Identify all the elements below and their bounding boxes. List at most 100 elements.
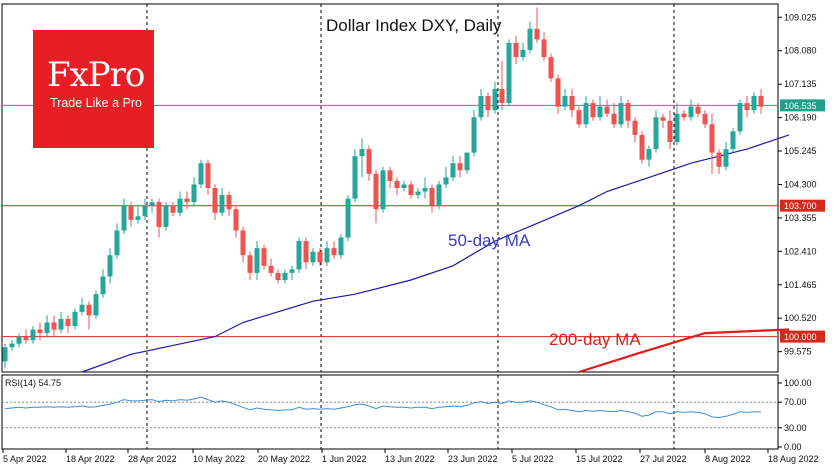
candle-body xyxy=(261,248,267,266)
candle-body xyxy=(254,248,260,273)
candle-body xyxy=(331,248,337,256)
candle-body xyxy=(205,163,211,188)
candle-body xyxy=(275,272,281,280)
candle-body xyxy=(100,276,106,295)
candle-body xyxy=(352,156,358,199)
candle-body xyxy=(555,78,561,107)
candle-body xyxy=(359,149,365,157)
candle-body xyxy=(212,188,218,213)
candle-body xyxy=(86,304,92,316)
x-tick-label: 5 Apr 2022 xyxy=(3,454,47,464)
candle-body xyxy=(632,120,638,135)
candle-body xyxy=(723,149,729,167)
candle-body xyxy=(51,322,57,330)
candle-body xyxy=(520,50,526,58)
y-tick-label: 104.300 xyxy=(784,179,817,189)
x-tick-label: 18 Apr 2022 xyxy=(66,454,115,464)
y-tick-label: 102.410 xyxy=(784,246,817,256)
candle-body xyxy=(702,113,708,125)
candle-body xyxy=(583,103,589,125)
candle-body xyxy=(142,205,148,217)
price-badge-label: 106.535 xyxy=(784,101,817,111)
candle-body xyxy=(548,57,554,79)
x-tick-label: 8 Aug 2022 xyxy=(705,454,751,464)
candle-body xyxy=(415,191,421,196)
candle-body xyxy=(674,113,680,142)
candle-body xyxy=(226,195,232,210)
logo-wordmark: FxPro xyxy=(47,55,145,95)
candle-body xyxy=(72,311,78,326)
x-tick-label: 13 Jun 2022 xyxy=(385,454,435,464)
candle-body xyxy=(121,205,127,231)
candle-body xyxy=(429,188,435,206)
x-tick-label: 28 Apr 2022 xyxy=(128,454,177,464)
candle-body xyxy=(324,248,330,263)
candle-body xyxy=(58,318,64,330)
rsi-tick-label: 70.00 xyxy=(784,397,807,407)
y-tick-label: 99.575 xyxy=(784,347,812,357)
candle-body xyxy=(128,205,134,220)
rsi-line xyxy=(4,396,762,419)
candle-body xyxy=(471,117,477,153)
candle-body xyxy=(492,88,498,111)
candle-body xyxy=(499,88,505,104)
candle-body xyxy=(310,251,316,263)
candle-body xyxy=(709,124,715,153)
y-tick-label: 106.190 xyxy=(784,113,817,123)
candle-body xyxy=(541,39,547,58)
candle-body xyxy=(408,184,414,196)
x-tick-label: 20 May 2022 xyxy=(258,454,310,464)
y-tick-label: 103.355 xyxy=(784,213,817,223)
rsi-panel xyxy=(1,374,779,450)
candle-body xyxy=(240,230,246,256)
x-tick-label: 1 Jun 2022 xyxy=(322,454,367,464)
candle-body xyxy=(590,103,596,118)
price-badge xyxy=(780,330,825,343)
candle-body xyxy=(282,272,288,280)
candle-body xyxy=(149,202,155,206)
ma200-line xyxy=(578,328,790,374)
candle-body xyxy=(184,198,190,203)
candle-body xyxy=(170,205,176,213)
candle-body xyxy=(667,120,673,142)
candle-body xyxy=(380,170,386,210)
candle-body xyxy=(422,188,428,192)
candle-body xyxy=(219,195,225,213)
fxpro-logo: FxPro Trade Like a Pro xyxy=(33,30,154,148)
candle-body xyxy=(681,113,687,118)
candle-body xyxy=(730,131,736,150)
price-badge-label: 100.000 xyxy=(784,332,817,342)
x-tick-label: 23 Jun 2022 xyxy=(448,454,498,464)
y-tick-label: 108.080 xyxy=(784,46,817,56)
candle-body xyxy=(688,106,694,118)
candle-body xyxy=(198,163,204,185)
candle-body xyxy=(576,110,582,125)
candle-body xyxy=(366,149,372,174)
candle-body xyxy=(387,170,393,181)
candle-body xyxy=(93,294,99,316)
candle-body xyxy=(597,106,603,118)
x-tick-label: 5 Jul 2022 xyxy=(512,454,554,464)
candle-body xyxy=(303,241,309,263)
candle-body xyxy=(751,96,757,111)
price-badge xyxy=(780,99,825,112)
candle-body xyxy=(653,117,659,150)
y-tick-label: 107.135 xyxy=(784,79,817,89)
y-tick-label: 101.465 xyxy=(784,280,817,290)
candle-body xyxy=(114,230,120,256)
candle-body xyxy=(163,205,169,227)
candle-body xyxy=(506,42,512,104)
candle-body xyxy=(373,173,379,210)
candle-body xyxy=(485,96,491,111)
candle-body xyxy=(394,180,400,188)
ma50-line xyxy=(81,134,790,373)
x-tick-label: 18 Aug 2022 xyxy=(768,454,819,464)
price-badge-label: 103.700 xyxy=(784,201,817,211)
candle-body xyxy=(177,198,183,213)
candle-body xyxy=(107,255,113,277)
candle-body xyxy=(2,347,8,362)
chart-title: Dollar Index DXY, Daily xyxy=(326,16,502,35)
candle-body xyxy=(457,163,463,171)
candle-body xyxy=(527,28,533,50)
